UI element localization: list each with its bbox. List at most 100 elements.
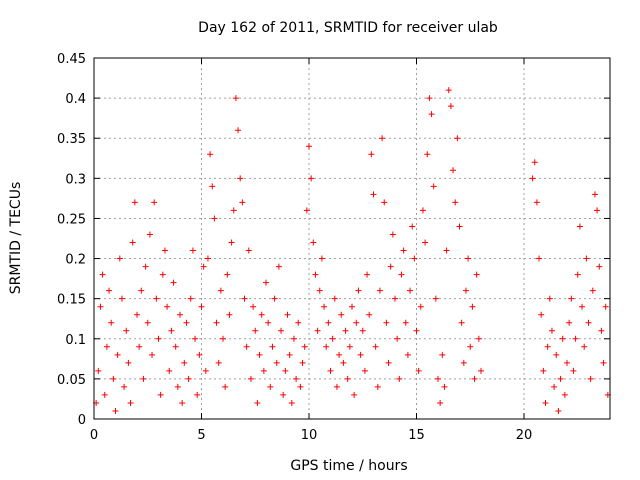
- data-point: [97, 303, 104, 310]
- data-point: [361, 367, 368, 374]
- data-point: [402, 319, 409, 326]
- data-point: [198, 303, 205, 310]
- data-point: [114, 351, 121, 358]
- data-point: [129, 239, 136, 246]
- data-point: [411, 255, 418, 262]
- data-point: [232, 95, 239, 102]
- data-point: [293, 375, 300, 382]
- data-point: [125, 359, 132, 366]
- y-tick-label: 0.45: [57, 52, 86, 67]
- data-point: [237, 175, 244, 182]
- data-point: [196, 351, 203, 358]
- data-point: [568, 295, 575, 302]
- y-tick-label: 0.1: [65, 333, 86, 348]
- data-point: [200, 263, 207, 270]
- x-tick-label: 20: [516, 428, 533, 443]
- data-point: [443, 247, 450, 254]
- data-point: [174, 383, 181, 390]
- data-point: [374, 383, 381, 390]
- data-point: [329, 335, 336, 342]
- data-point: [441, 383, 448, 390]
- data-point: [598, 327, 605, 334]
- data-point: [273, 359, 280, 366]
- data-point: [467, 343, 474, 350]
- data-point: [222, 383, 229, 390]
- data-point: [383, 319, 390, 326]
- data-point: [417, 303, 424, 310]
- data-point: [424, 151, 431, 158]
- data-point: [239, 199, 246, 206]
- data-point: [351, 391, 358, 398]
- data-point: [473, 271, 480, 278]
- data-point: [136, 343, 143, 350]
- data-point: [151, 199, 158, 206]
- data-point: [209, 183, 216, 190]
- data-point: [228, 239, 235, 246]
- data-point: [596, 263, 603, 270]
- data-point: [263, 279, 269, 286]
- data-point: [278, 327, 285, 334]
- data-point: [146, 231, 153, 238]
- data-point: [426, 95, 433, 102]
- data-point: [290, 335, 297, 342]
- data-point: [454, 135, 461, 142]
- data-point: [211, 215, 218, 222]
- data-point: [123, 327, 130, 334]
- data-point: [581, 343, 588, 350]
- data-point: [471, 375, 478, 382]
- data-point: [189, 247, 196, 254]
- data-point: [540, 367, 547, 374]
- x-tick-label: 0: [90, 428, 98, 443]
- data-point: [585, 319, 592, 326]
- data-point: [602, 303, 609, 310]
- data-point: [415, 367, 422, 374]
- data-point: [149, 351, 156, 358]
- data-point: [241, 295, 248, 302]
- data-point: [260, 367, 267, 374]
- data-point: [372, 343, 379, 350]
- data-point: [381, 199, 388, 206]
- data-point: [181, 359, 188, 366]
- data-point: [336, 351, 343, 358]
- data-point: [275, 263, 282, 270]
- data-point: [217, 287, 224, 294]
- data-point: [159, 271, 166, 278]
- data-point: [579, 303, 586, 310]
- data-point: [553, 351, 560, 358]
- data-point: [349, 303, 355, 310]
- data-point: [447, 103, 454, 110]
- data-point: [226, 311, 233, 318]
- data-point: [157, 391, 164, 398]
- data-point: [583, 255, 590, 262]
- data-point: [355, 287, 362, 294]
- data-point: [179, 399, 186, 406]
- data-point: [138, 287, 145, 294]
- data-point: [310, 239, 317, 246]
- data-point: [258, 311, 265, 318]
- data-point: [269, 343, 276, 350]
- data-point: [475, 335, 482, 342]
- data-point: [187, 295, 194, 302]
- data-point: [529, 175, 536, 182]
- data-point: [344, 375, 351, 382]
- data-point: [407, 287, 414, 294]
- data-point: [95, 367, 102, 374]
- data-point: [254, 399, 261, 406]
- data-point: [224, 271, 231, 278]
- data-point: [316, 287, 323, 294]
- data-point: [192, 335, 199, 342]
- data-point: [533, 199, 540, 206]
- data-point: [536, 255, 543, 262]
- data-point: [368, 151, 375, 158]
- data-point: [542, 399, 549, 406]
- data-point: [591, 191, 598, 198]
- data-point: [202, 367, 209, 374]
- data-point: [432, 295, 439, 302]
- y-tick-label: 0.05: [57, 373, 86, 388]
- data-point: [587, 375, 594, 382]
- data-point: [559, 335, 566, 342]
- data-point: [370, 191, 377, 198]
- data-point: [323, 343, 330, 350]
- data-point: [131, 199, 138, 206]
